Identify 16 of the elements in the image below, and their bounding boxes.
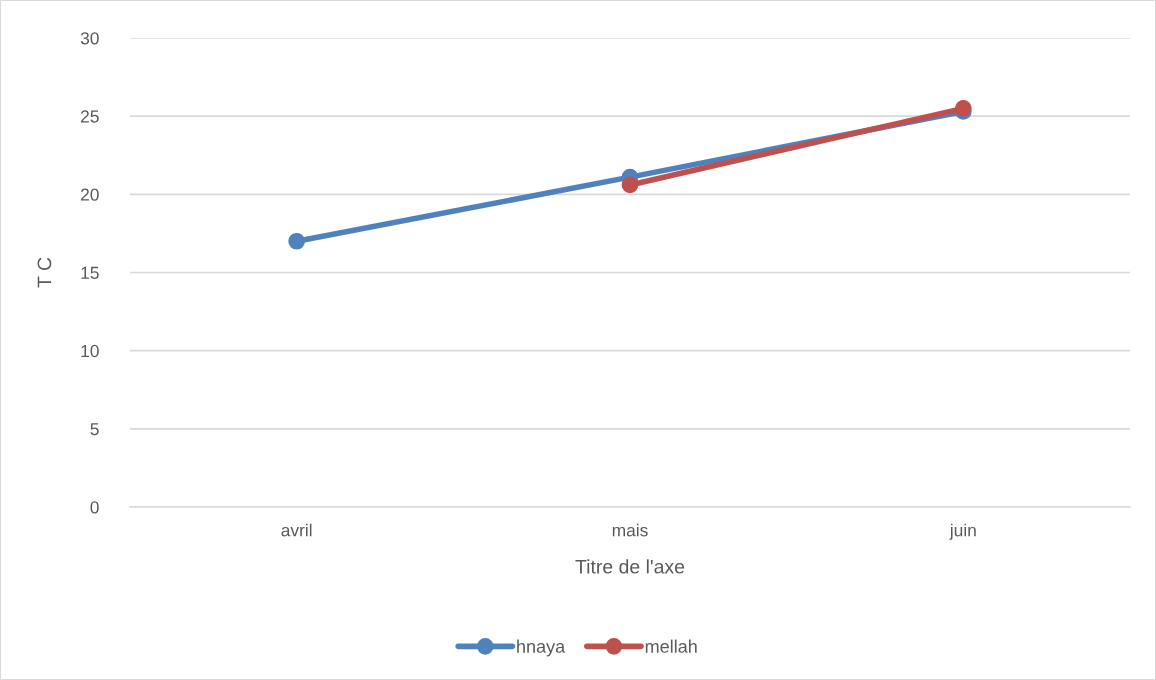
y-tick-label: 20	[81, 188, 99, 201]
point	[288, 232, 306, 250]
y-tick-label: 5	[90, 423, 99, 436]
legend-label: hnaya	[517, 639, 566, 657]
y-tick-label: 0	[90, 501, 99, 514]
y-tick-label: 10	[81, 344, 99, 358]
x-axis-title: Titre de l'axe	[575, 559, 685, 574]
x-tick-label: mais	[612, 523, 648, 537]
legend-label: mellah	[645, 639, 697, 653]
point	[621, 176, 639, 194]
x-tick-label: avril	[281, 523, 312, 537]
y-tick-label: 15	[81, 266, 99, 279]
y-tick-label: 25	[81, 110, 99, 123]
y-axis-title: T C	[37, 257, 52, 288]
y-tick-label: 30	[80, 32, 99, 45]
x-tick-label: juin	[949, 523, 976, 540]
